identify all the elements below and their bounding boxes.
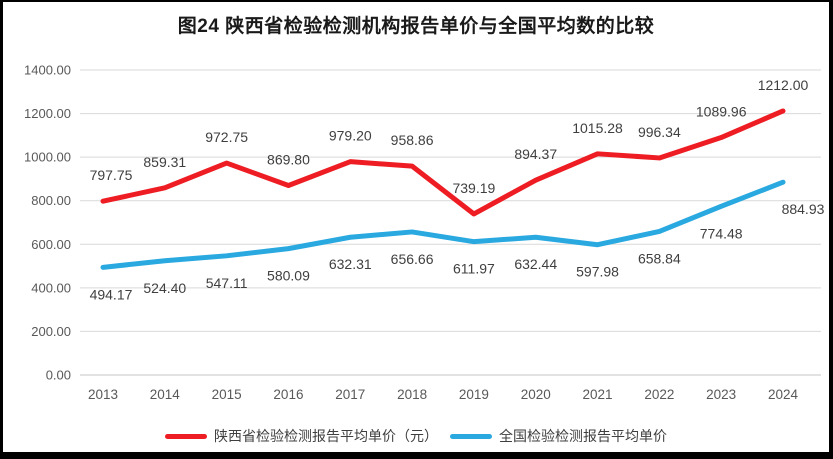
data-label: 656.66: [391, 251, 434, 267]
legend-swatch-red-line: [165, 433, 207, 439]
chart-title: 图24 陕西省检验检测机构报告单价与全国平均数的比较: [177, 16, 655, 37]
data-label: 859.31: [143, 154, 186, 170]
x-tick-label: 2016: [273, 387, 303, 402]
data-label: 739.19: [452, 180, 495, 196]
chart-legend: 陕西省检验检测报告平均单价（元） 全国检验检测报告平均单价: [3, 426, 829, 446]
data-label: 632.31: [329, 256, 372, 272]
x-tick-label: 2022: [644, 387, 674, 402]
data-label: 611.97: [453, 261, 495, 277]
x-tick-label: 2023: [706, 387, 736, 402]
data-label: 979.20: [329, 128, 372, 144]
data-label: 869.80: [267, 152, 310, 168]
data-label: 547.11: [206, 275, 248, 291]
y-tick-label: 0.00: [46, 368, 71, 383]
data-label: 1212.00: [758, 77, 809, 93]
legend-item-national: 全国检验检测报告平均单价: [450, 426, 667, 446]
y-tick-label: 400.00: [31, 280, 71, 295]
y-tick-label: 1200.00: [24, 106, 71, 121]
x-tick-label: 2018: [397, 387, 427, 402]
legend-swatch-blue-line: [450, 433, 492, 439]
line-chart: 0.00 200.00 400.00 600.00 800.00 1000.00 1200.…: [24, 63, 825, 403]
legend-label-national: 全国检验检测报告平均单价: [499, 428, 667, 444]
x-tick-label: 2019: [459, 387, 489, 402]
data-label: 1089.96: [696, 104, 747, 120]
data-label: 632.44: [514, 256, 557, 272]
series-line-shaanxi: [100, 108, 786, 217]
legend-label-shaanxi: 陕西省检验检测报告平均单价（元）: [214, 428, 438, 444]
data-label: 1015.28: [572, 120, 623, 136]
data-label: 996.34: [638, 124, 681, 140]
x-tick-label: 2024: [768, 387, 799, 402]
data-label: 972.75: [205, 129, 248, 145]
x-tick-label: 2015: [212, 387, 242, 402]
x-tick-label: 2014: [150, 387, 181, 402]
x-tick-label: 2021: [583, 387, 613, 402]
x-tick-label: 2017: [335, 387, 365, 402]
x-tick-label: 2020: [521, 387, 551, 402]
legend-item-shaanxi: 陕西省检验检测报告平均单价（元）: [165, 426, 438, 446]
data-label: 797.75: [90, 167, 133, 183]
data-label: 774.48: [700, 225, 743, 241]
y-tick-label: 200.00: [31, 324, 71, 339]
data-label: 884.93: [782, 201, 825, 217]
series-line-national: [100, 179, 786, 270]
y-tick-label: 800.00: [31, 193, 71, 208]
data-label: 524.40: [143, 280, 186, 296]
data-label: 658.84: [638, 250, 681, 266]
x-tick-label: 2013: [88, 387, 118, 402]
data-label: 958.86: [391, 132, 434, 148]
y-tick-label: 1400.00: [24, 63, 71, 78]
y-tick-label: 600.00: [31, 237, 71, 252]
data-label: 494.17: [90, 286, 133, 302]
y-tick-label: 1000.00: [24, 150, 71, 165]
data-label: 894.37: [514, 146, 557, 162]
data-label: 597.98: [576, 264, 619, 280]
data-label: 580.09: [267, 268, 310, 284]
